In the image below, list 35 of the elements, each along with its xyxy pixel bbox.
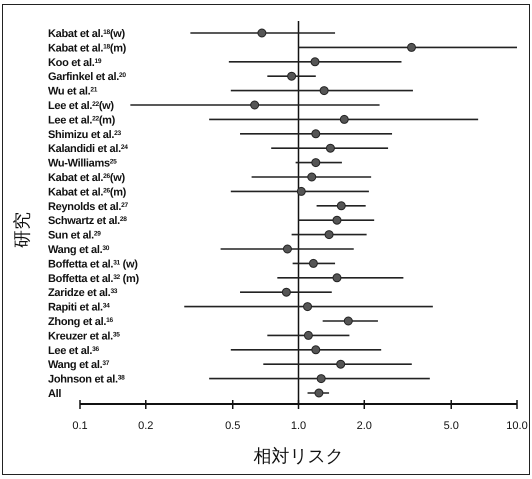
x-tick-label: 5.0 <box>444 420 459 432</box>
y-tick-label: Johnson et al.$^{38}$ <box>48 374 126 386</box>
y-tick-label: Lee et al.$^{22}$(w) <box>48 100 114 112</box>
x-axis-title: 相対リスク <box>254 446 344 466</box>
y-tick-label: Kabat et al.$^{26}$(m) <box>48 186 127 198</box>
y-tick-label: Kabat et al.$^{18}$(w) <box>48 28 126 40</box>
y-tick-label: Schwartz et al.$^{28}$ <box>48 215 128 228</box>
y-tick-label: Kabat et al.$^{18}$(m) <box>48 42 127 54</box>
y-tick-label: Rapiti et al.$^{34}$ <box>48 302 110 314</box>
y-tick-label: Lee et al.$^{22}$(m) <box>48 114 116 126</box>
y-tick-label: Kalandidi et al.$^{24}$ <box>48 143 128 156</box>
y-tick-label: Wu-Williams$^{25}$ <box>48 158 118 170</box>
y-tick-label: Garfinkel et al.$^{20}$ <box>48 71 126 84</box>
x-tick-label: 0.1 <box>72 420 88 432</box>
x-tick-label: 1.0 <box>290 420 306 432</box>
y-tick-label: Zaridze et al.$^{33}$ <box>48 287 118 300</box>
x-tick-label: 0.5 <box>225 420 240 432</box>
y-tick-label: Reynolds et al.$^{27}$ <box>48 200 129 213</box>
y-tick-label: Zhong et al.$^{16}$ <box>48 316 114 328</box>
y-tick-label: Wu et al.$^{21}$ <box>48 86 98 98</box>
y-tick-label: Shimizu et al.$^{23}$ <box>48 128 122 141</box>
y-tick-label: Wang et al.$^{37}$ <box>48 359 110 372</box>
y-tick-label: Boffetta et al.$^{32}$ (m) <box>48 272 140 285</box>
x-tick-label: 0.2 <box>138 420 154 432</box>
y-axis-title: 研究 <box>12 212 32 248</box>
x-tick-label: 10.0 <box>506 420 528 432</box>
y-tick-label: Wang et al.$^{30}$ <box>48 244 110 256</box>
y-tick-label: Kreuzer et al.$^{35}$ <box>48 330 120 342</box>
y-tick-label: Sun et al.$^{29}$ <box>48 230 102 242</box>
y-tick-label: Koo et al.$^{19}$ <box>48 56 102 69</box>
y-tick-label: Boffetta et al.$^{31}$ (w) <box>48 258 138 270</box>
x-tick-label: 2.0 <box>356 420 372 432</box>
y-tick-label: Lee et al.$^{36}$ <box>48 344 100 357</box>
y-tick-label: All <box>48 388 62 400</box>
y-tick-label: Kabat et al.$^{26}$(w) <box>48 172 126 184</box>
